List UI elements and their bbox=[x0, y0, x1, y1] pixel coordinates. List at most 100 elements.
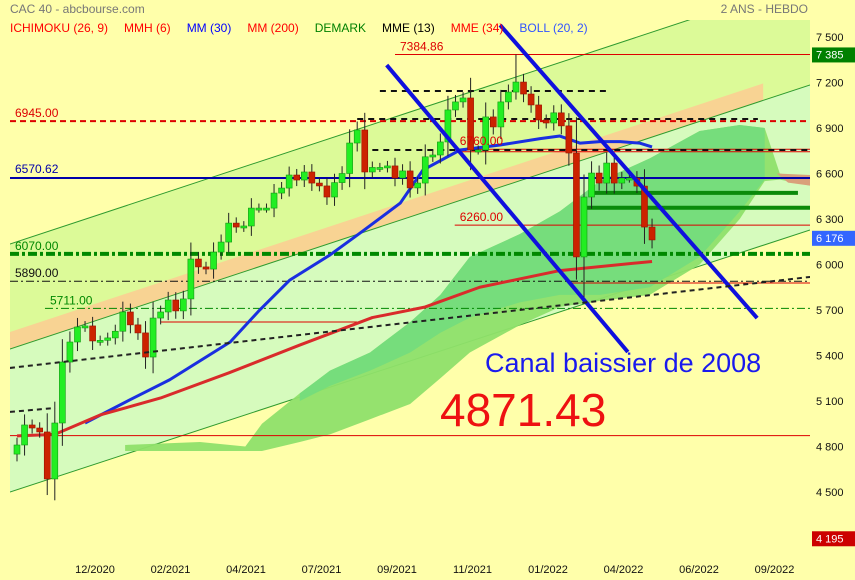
x-tick-label: 12/2020 bbox=[75, 564, 115, 576]
cloud-edge bbox=[776, 173, 810, 186]
x-tick-label: 11/2021 bbox=[453, 564, 492, 576]
candle-body-up bbox=[13, 444, 21, 455]
candle-body-down bbox=[648, 226, 656, 241]
candle-body-up bbox=[225, 222, 232, 243]
candle bbox=[482, 102, 490, 165]
channel-annotation: Canal baissier de 2008 bbox=[485, 348, 761, 378]
candle bbox=[459, 92, 467, 108]
candle-body-down bbox=[308, 171, 316, 184]
candle bbox=[164, 291, 172, 321]
candle-body-up bbox=[353, 129, 361, 144]
big-value-annotation: 4871.43 bbox=[440, 384, 606, 436]
candle bbox=[278, 182, 285, 200]
level-label: 5711.00 bbox=[50, 293, 93, 307]
candle-body-up bbox=[384, 165, 391, 169]
chart-period: 2 ANS - HEBDO bbox=[721, 2, 808, 16]
candle bbox=[338, 166, 346, 190]
legend-item: MME (13) bbox=[382, 21, 435, 35]
y-tick-label: 6 300 bbox=[816, 214, 844, 226]
candle-body-up bbox=[300, 171, 308, 181]
legend-item: BOLL (20, 2) bbox=[519, 21, 587, 35]
y-tick-label: 5 400 bbox=[816, 351, 844, 363]
chart-title: CAC 40 - abcbourse.com bbox=[10, 2, 145, 16]
candle bbox=[36, 422, 43, 438]
candle bbox=[414, 177, 421, 194]
ma-line-MM200 bbox=[16, 259, 653, 438]
candle-body-down bbox=[361, 129, 369, 173]
candle bbox=[399, 164, 406, 185]
candle-body-down bbox=[293, 174, 301, 181]
candle-body-up bbox=[338, 173, 346, 183]
price-badge bbox=[812, 230, 855, 246]
trendlines bbox=[10, 23, 810, 413]
candle bbox=[603, 152, 610, 194]
x-tick-label: 09/2021 bbox=[377, 564, 417, 576]
candle bbox=[127, 303, 134, 334]
candle bbox=[580, 174, 588, 303]
candle-body-up bbox=[437, 141, 444, 156]
candle-body-up bbox=[51, 422, 59, 480]
y-tick-label: 7 200 bbox=[816, 78, 844, 90]
candle-body-up bbox=[497, 101, 505, 128]
legend-item: MME (34) bbox=[451, 21, 504, 35]
y-tick-label: 6 900 bbox=[816, 123, 844, 135]
candle bbox=[285, 166, 293, 197]
candle bbox=[59, 339, 66, 446]
trendline-canal-baissier-upper bbox=[498, 23, 759, 320]
x-tick-label: 06/2022 bbox=[679, 564, 719, 576]
candle bbox=[444, 95, 452, 157]
level-labels: 7384.86 6945.00 6570.62 6760.00 6260.00 6070.… bbox=[15, 39, 503, 307]
candle-body-up bbox=[580, 196, 588, 258]
x-axis: 12/2020 02/2021 04/2021 07/2021 09/2021 11/20… bbox=[75, 564, 794, 576]
candle bbox=[28, 419, 36, 434]
candle-body-down bbox=[232, 222, 240, 228]
candle bbox=[648, 218, 656, 249]
trendline-dashed-support-short bbox=[10, 406, 56, 413]
candle-body-up bbox=[618, 177, 626, 184]
candle bbox=[111, 324, 119, 345]
candle bbox=[51, 401, 59, 501]
candle bbox=[263, 203, 270, 213]
candle bbox=[429, 149, 437, 162]
candle-body-up bbox=[421, 156, 429, 184]
candle-body-up bbox=[187, 258, 195, 300]
candle bbox=[270, 184, 278, 218]
level-label: 6260.00 bbox=[460, 210, 504, 224]
candle-body-down bbox=[391, 165, 399, 179]
candle-body-up bbox=[331, 182, 338, 198]
y-tick-label: 5 700 bbox=[816, 305, 844, 317]
candle-body-up bbox=[210, 251, 217, 270]
candle-body-up bbox=[414, 182, 421, 189]
candle-body-down bbox=[595, 172, 603, 184]
candle-body-down bbox=[573, 152, 580, 258]
candle bbox=[391, 157, 399, 187]
candle-body-up bbox=[399, 170, 406, 179]
candle-body-up bbox=[263, 207, 270, 211]
candle-body-down bbox=[467, 97, 474, 151]
candle bbox=[248, 198, 255, 236]
y-tick-label: 4 500 bbox=[816, 487, 844, 499]
candle bbox=[595, 165, 603, 191]
candle bbox=[13, 437, 21, 462]
candle bbox=[74, 317, 81, 352]
candle-body-up bbox=[505, 91, 512, 103]
candle-body-up bbox=[285, 174, 293, 189]
price-badge bbox=[812, 47, 855, 63]
candle bbox=[180, 290, 187, 320]
candle-body-up bbox=[444, 109, 452, 143]
candle bbox=[172, 292, 180, 319]
candles bbox=[13, 54, 656, 501]
candle bbox=[240, 221, 248, 232]
candle bbox=[565, 113, 573, 166]
candle-body-up bbox=[66, 341, 74, 363]
channel-line-upper bbox=[10, 20, 691, 245]
y-axis: 7 500 7 200 6 900 6 600 6 300 6 000 5 700 5 400… bbox=[812, 32, 855, 547]
x-tick-label: 02/2021 bbox=[151, 564, 191, 576]
candle bbox=[142, 321, 149, 369]
candle-body-up bbox=[270, 192, 278, 209]
candle-body-up bbox=[429, 154, 437, 158]
candle-body-down bbox=[195, 258, 202, 268]
price-badge bbox=[812, 531, 855, 547]
candle-body-down bbox=[323, 185, 331, 198]
candle-body-up bbox=[459, 97, 467, 103]
